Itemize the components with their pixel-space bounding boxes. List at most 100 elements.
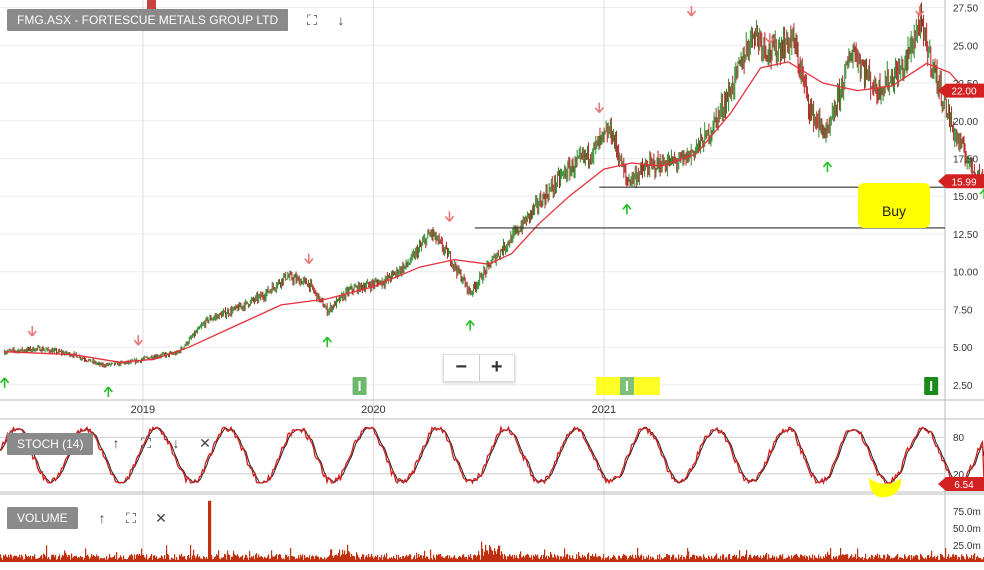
chart-title[interactable]: FMG.ASX - FORTESCUE METALS GROUP LTD — [7, 9, 289, 31]
volume-bar — [662, 559, 664, 562]
close-icon[interactable]: ✕ — [199, 435, 211, 451]
volume-bar — [253, 555, 255, 562]
volume-bar — [666, 554, 668, 562]
volume-bar — [900, 557, 902, 562]
volume-bar — [892, 558, 894, 562]
volume-bar — [196, 556, 198, 562]
volume-bar — [504, 554, 506, 562]
volume-bar — [908, 555, 910, 562]
volume-bar — [919, 559, 921, 562]
arrow-down-icon[interactable]: ↓ — [172, 435, 180, 451]
volume-bar — [394, 557, 396, 562]
volume-bar — [772, 555, 774, 562]
volume-bar — [512, 554, 514, 562]
volume-bar — [668, 555, 670, 562]
expand-icon[interactable]: ⛶ — [141, 435, 151, 451]
volume-bar — [326, 558, 328, 562]
volume-bar — [867, 559, 869, 562]
volume-bar — [779, 555, 781, 562]
volume-bar — [219, 558, 221, 562]
volume-bar — [560, 556, 562, 562]
volume-bar — [216, 554, 218, 562]
volume-bar — [67, 557, 69, 562]
volume-bar — [714, 556, 716, 562]
volume-bar — [262, 557, 264, 562]
volume-bar — [445, 556, 447, 562]
volume-bar — [741, 556, 743, 562]
volume-bar — [978, 557, 980, 562]
volume-bar — [514, 554, 516, 562]
volume-bar — [524, 557, 526, 562]
volume-bar — [706, 557, 708, 562]
stoch-title[interactable]: STOCH (14) — [7, 433, 94, 455]
volume-bar — [308, 558, 310, 562]
volume-bar — [847, 554, 849, 562]
volume-bar — [92, 556, 94, 562]
volume-bar — [981, 559, 983, 562]
volume-bar — [455, 558, 457, 562]
volume-bar — [107, 559, 109, 562]
arrow-up-icon[interactable]: ↑ — [112, 435, 120, 451]
volume-bar — [416, 552, 418, 562]
volume-bar — [4, 555, 6, 562]
volume-bar — [175, 559, 177, 562]
volume-bar — [402, 556, 404, 562]
volume-bar — [458, 557, 460, 562]
expand-icon[interactable]: ⛶ — [307, 12, 317, 28]
volume-bar — [483, 555, 485, 562]
volume-bar — [83, 559, 85, 562]
arrow-up-icon[interactable]: ↑ — [98, 510, 106, 526]
volume-bar — [889, 555, 891, 562]
volume-bar — [414, 555, 416, 562]
zoom-out-button[interactable]: − — [444, 355, 480, 381]
volume-bar — [167, 553, 169, 562]
volume-bar — [536, 555, 538, 562]
volume-bar — [302, 554, 304, 562]
close-icon[interactable]: ✕ — [155, 510, 167, 526]
volume-bar — [478, 551, 480, 562]
volume-bar — [549, 557, 551, 562]
volume-bar — [924, 558, 926, 562]
volume-bar — [142, 554, 144, 562]
volume-bar — [391, 557, 393, 562]
volume-bar — [509, 554, 511, 562]
volume-bar — [791, 555, 793, 562]
volume-bar — [135, 558, 137, 562]
expand-icon[interactable]: ⛶ — [126, 510, 136, 526]
volume-bar — [456, 558, 458, 562]
volume-bar — [88, 556, 90, 562]
volume-bar — [851, 554, 853, 562]
volume-bar — [626, 556, 628, 562]
volume-bar — [116, 552, 118, 562]
volume-bar — [198, 557, 200, 562]
volume-bar — [189, 558, 191, 562]
volume-bar — [438, 554, 440, 562]
volume-bar — [323, 558, 325, 562]
volume-bar — [613, 554, 615, 562]
volume-bar — [375, 555, 377, 562]
volume-bar — [14, 555, 16, 562]
volume-bar — [386, 553, 388, 562]
price-tick-label: 2.50 — [953, 381, 973, 392]
volume-bar — [516, 555, 518, 562]
volume-bar — [250, 558, 252, 562]
volume-bar — [1, 557, 3, 562]
volume-bar — [289, 559, 291, 562]
volume-bar — [361, 556, 363, 562]
volume-bar — [703, 554, 705, 562]
volume-bar — [625, 555, 627, 562]
volume-bar — [60, 559, 62, 562]
volume-bar — [171, 557, 173, 562]
volume-title[interactable]: VOLUME — [7, 507, 78, 529]
arrow-down-icon[interactable]: ↓ — [337, 12, 345, 28]
volume-bar — [644, 558, 646, 562]
volume-bar — [546, 555, 548, 562]
volume-bar — [567, 553, 569, 562]
volume-bar — [660, 559, 662, 562]
zoom-in-button[interactable]: + — [490, 356, 503, 378]
volume-bar — [109, 554, 111, 562]
volume-bar — [752, 558, 754, 562]
volume-bar — [187, 556, 189, 562]
volume-bar — [439, 554, 441, 562]
volume-bar — [206, 557, 208, 562]
